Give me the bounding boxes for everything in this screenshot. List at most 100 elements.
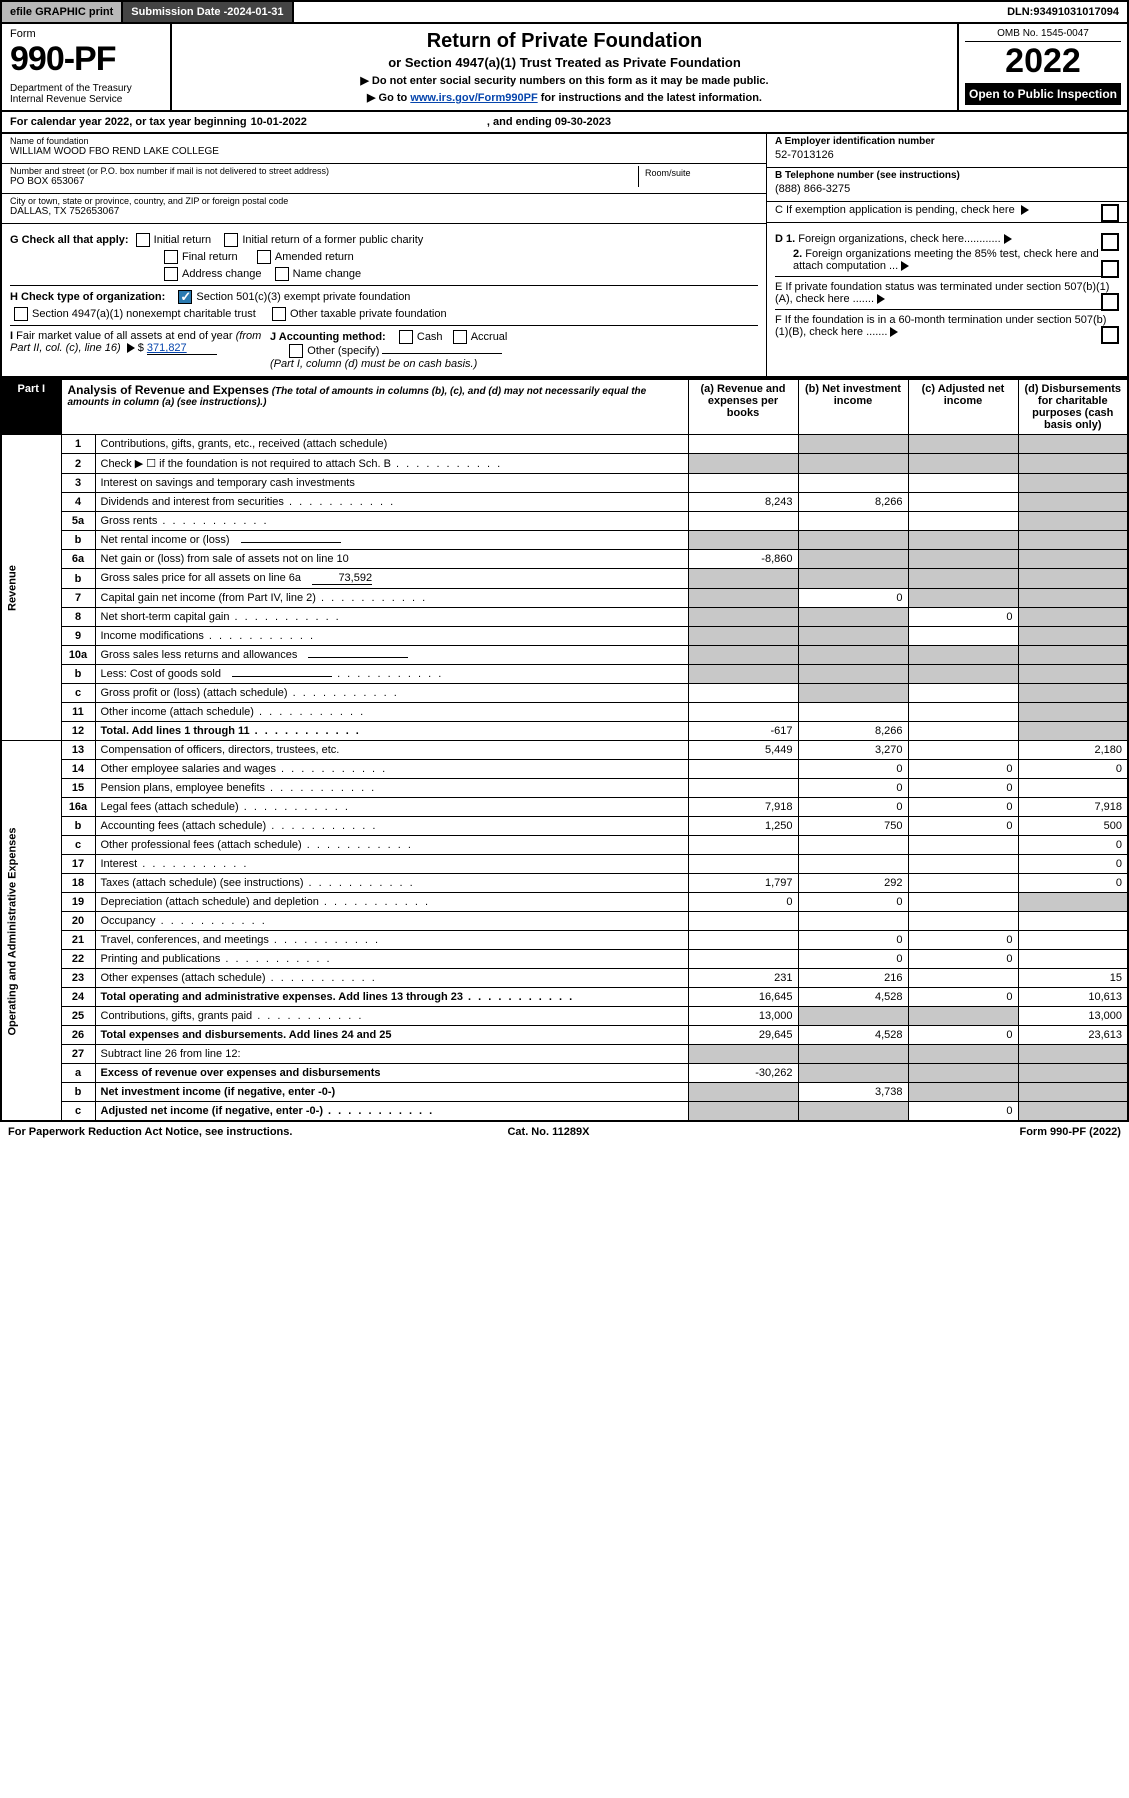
checkbox-d2[interactable]	[1101, 260, 1119, 278]
fmv-value[interactable]: 371,827	[147, 342, 217, 355]
cell-c: 0	[908, 798, 1018, 817]
cell-d	[1018, 1045, 1128, 1064]
table-row: 23Other expenses (attach schedule)231216…	[1, 969, 1128, 988]
telephone: (888) 866-3275	[775, 183, 1119, 195]
cell-d: 23,613	[1018, 1026, 1128, 1045]
checkbox-initial[interactable]	[136, 233, 150, 247]
line-desc: Less: Cost of goods sold	[95, 665, 688, 684]
revenue-label: Revenue	[1, 435, 61, 741]
table-row: Operating and Administrative Expenses13C…	[1, 741, 1128, 760]
line-number: 16a	[61, 798, 95, 817]
cell-a: 13,000	[688, 1007, 798, 1026]
line-desc: Other professional fees (attach schedule…	[95, 836, 688, 855]
table-row: 11Other income (attach schedule)	[1, 703, 1128, 722]
foundation-name: WILLIAM WOOD FBO REND LAKE COLLEGE	[10, 146, 758, 157]
efile-label: efile GRAPHIC print	[2, 2, 123, 22]
cell-a: -30,262	[688, 1064, 798, 1083]
cell-d: 0	[1018, 836, 1128, 855]
line-desc: Gross sales less returns and allowances	[95, 646, 688, 665]
cell-c: 0	[908, 779, 1018, 798]
checkbox-final[interactable]	[164, 250, 178, 264]
table-row: 3Interest on savings and temporary cash …	[1, 474, 1128, 493]
checkbox-e[interactable]	[1101, 293, 1119, 311]
checkbox-other-acct[interactable]	[289, 344, 303, 358]
cell-b: 4,528	[798, 988, 908, 1007]
cell-b	[798, 1007, 908, 1026]
cell-a: 5,449	[688, 741, 798, 760]
c-label: C If exemption application is pending, c…	[775, 204, 1015, 216]
checkbox-amended[interactable]	[257, 250, 271, 264]
cell-b	[798, 1102, 908, 1122]
topbar: efile GRAPHIC print Submission Date - 20…	[0, 0, 1129, 24]
street-address: PO BOX 653067	[10, 176, 638, 187]
checkbox-other-tax[interactable]	[272, 307, 286, 321]
cell-b	[798, 1064, 908, 1083]
cell-a: 1,797	[688, 874, 798, 893]
line-desc: Gross profit or (loss) (attach schedule)	[95, 684, 688, 703]
cell-a: 7,918	[688, 798, 798, 817]
cell-d	[1018, 665, 1128, 684]
cell-c	[908, 512, 1018, 531]
checkbox-initial-former[interactable]	[224, 233, 238, 247]
checkbox-name[interactable]	[275, 267, 289, 281]
cell-d: 2,180	[1018, 741, 1128, 760]
checkbox-f[interactable]	[1101, 326, 1119, 344]
checkbox-4947[interactable]	[14, 307, 28, 321]
line-number: 14	[61, 760, 95, 779]
city-state-zip: DALLAS, TX 752653067	[10, 206, 758, 217]
line-number: 9	[61, 627, 95, 646]
cell-c: 0	[908, 608, 1018, 627]
checkbox-cash[interactable]	[399, 330, 413, 344]
checkbox-d1[interactable]	[1101, 233, 1119, 251]
cell-c: 0	[908, 760, 1018, 779]
line-number: 18	[61, 874, 95, 893]
cell-c	[908, 665, 1018, 684]
open-public: Open to Public Inspection	[965, 83, 1121, 105]
line-number: b	[61, 569, 95, 589]
checkbox-501c3[interactable]	[178, 290, 192, 304]
checkbox-c[interactable]	[1101, 204, 1119, 222]
line-desc: Capital gain net income (from Part IV, l…	[95, 589, 688, 608]
cell-b: 0	[798, 798, 908, 817]
form-link[interactable]: www.irs.gov/Form990PF	[410, 92, 537, 104]
ein: 52-7013126	[775, 149, 1119, 161]
cell-d	[1018, 589, 1128, 608]
cell-b	[798, 569, 908, 589]
part1-table: Part I Analysis of Revenue and Expenses …	[0, 378, 1129, 1122]
cell-a	[688, 589, 798, 608]
cell-c	[908, 569, 1018, 589]
line-number: b	[61, 1083, 95, 1102]
line-number: 15	[61, 779, 95, 798]
cell-a: 16,645	[688, 988, 798, 1007]
line-number: 7	[61, 589, 95, 608]
cell-b	[798, 836, 908, 855]
cell-b: 0	[798, 950, 908, 969]
cell-b	[798, 550, 908, 569]
table-row: 18Taxes (attach schedule) (see instructi…	[1, 874, 1128, 893]
f-text: F If the foundation is in a 60-month ter…	[775, 314, 1106, 338]
checkbox-address[interactable]	[164, 267, 178, 281]
cell-b	[798, 912, 908, 931]
line-desc: Other income (attach schedule)	[95, 703, 688, 722]
line-number: 3	[61, 474, 95, 493]
line-desc: Compensation of officers, directors, tru…	[95, 741, 688, 760]
table-row: aExcess of revenue over expenses and dis…	[1, 1064, 1128, 1083]
cell-c	[908, 874, 1018, 893]
cell-d	[1018, 435, 1128, 454]
form-header: Form 990-PF Department of the Treasury I…	[0, 24, 1129, 112]
cell-b: 0	[798, 760, 908, 779]
col-a: (a) Revenue and expenses per books	[688, 379, 798, 435]
cell-c	[908, 836, 1018, 855]
cell-c: 0	[908, 988, 1018, 1007]
line-desc: Depreciation (attach schedule) and deple…	[95, 893, 688, 912]
checkbox-accrual[interactable]	[453, 330, 467, 344]
form-title: Return of Private Foundation	[178, 30, 951, 53]
line-number: 27	[61, 1045, 95, 1064]
cell-d: 13,000	[1018, 1007, 1128, 1026]
cell-b	[798, 665, 908, 684]
line-desc: Occupancy	[95, 912, 688, 931]
line-number: 21	[61, 931, 95, 950]
table-row: 6aNet gain or (loss) from sale of assets…	[1, 550, 1128, 569]
cell-a	[688, 1045, 798, 1064]
cell-a: 1,250	[688, 817, 798, 836]
